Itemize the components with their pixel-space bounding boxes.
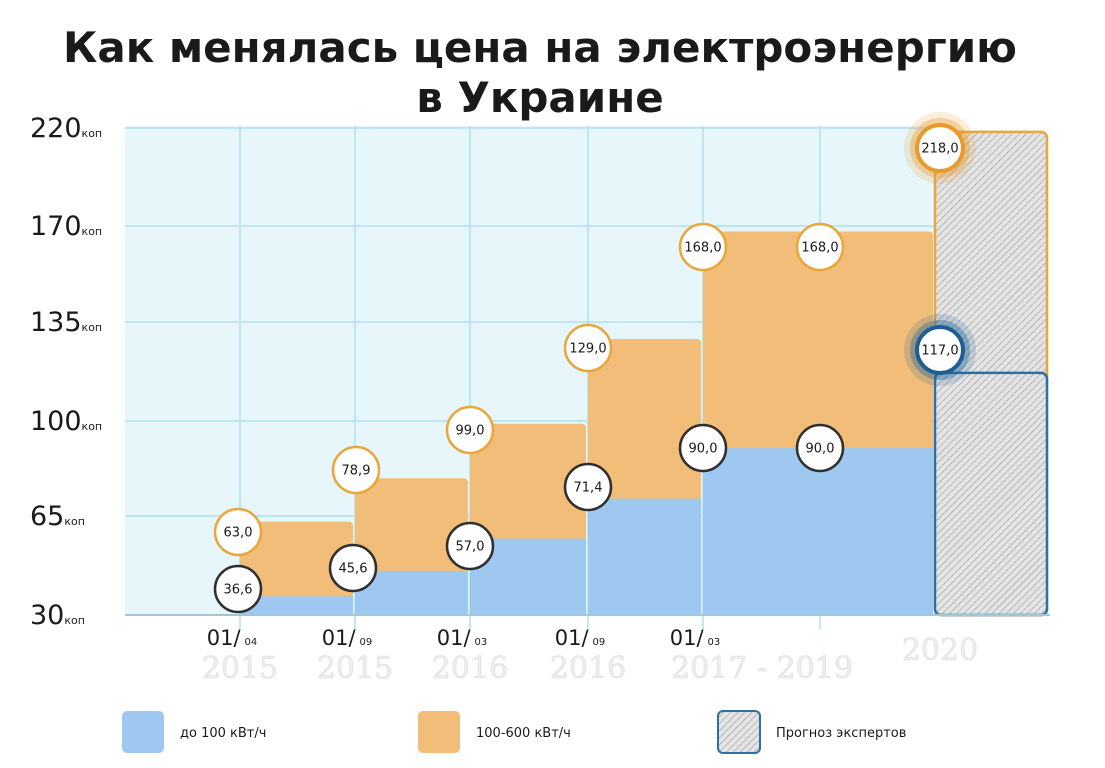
- legend: до 100 кВт/ч 100-600 кВт/ч Прогноз эксперт…: [122, 710, 906, 754]
- data-labels: 63,0 78,9 99,0 129,0 168,0 168,0 218,0 36,6 45,6…: [213, 112, 976, 614]
- data-label: 57,0: [445, 521, 495, 571]
- y-tick-label: 30коп: [30, 600, 85, 631]
- label-circle: [563, 462, 613, 512]
- label-circle: [678, 222, 728, 272]
- x-tick-date: 01/04: [207, 626, 258, 650]
- legend-swatch-forecast: [717, 710, 761, 754]
- label-circle: [678, 423, 728, 473]
- y-tick-label: 220коп: [30, 113, 102, 144]
- bar-high-tier: [240, 521, 353, 615]
- label-text: 218,0: [921, 142, 958, 157]
- x-tick-year: 2016: [550, 651, 626, 686]
- data-label: 129,0: [563, 323, 613, 373]
- label-circle: [445, 521, 495, 571]
- bar-low-tier: [240, 596, 353, 615]
- x-tick-year: 2015: [317, 651, 393, 686]
- x-tick-date: 01/03: [670, 626, 721, 650]
- x-tick-year: 2015: [202, 651, 278, 686]
- y-tick-label: 100коп: [30, 406, 102, 437]
- x-tick-year: 2020: [902, 633, 978, 668]
- x-tick-date: 01/09: [555, 626, 606, 650]
- label-circle: [328, 543, 378, 593]
- label-text: 117,0: [921, 344, 958, 359]
- label-circle: [213, 507, 263, 557]
- data-label: 168,0: [795, 222, 845, 272]
- label-circle: [445, 405, 495, 455]
- data-label: 45,6: [328, 543, 378, 593]
- label-circle: [563, 323, 613, 373]
- label-circle: [915, 325, 965, 375]
- label-text: 90,0: [689, 442, 718, 457]
- x-tick-date: 01/03: [437, 626, 488, 650]
- legend-swatch-low: [122, 711, 164, 753]
- data-label: 117,0: [904, 314, 976, 386]
- y-tick-label: 170коп: [30, 211, 102, 242]
- chart-title-line1: Как менялась цена на электроэнергию: [63, 23, 1017, 72]
- x-tick-date: 01/09: [322, 626, 373, 650]
- label-circle: [795, 222, 845, 272]
- legend-swatch-high: [418, 711, 460, 753]
- label-text: 45,6: [339, 562, 368, 577]
- legend-label-low: до 100 кВт/ч: [180, 726, 266, 741]
- data-label: 168,0: [678, 222, 728, 272]
- label-text: 168,0: [801, 241, 838, 256]
- data-label: 218,0: [904, 112, 976, 184]
- y-tick-label: 135коп: [30, 307, 102, 338]
- data-label: 63,0: [213, 507, 263, 557]
- legend-label-forecast: Прогноз экспертов: [776, 726, 906, 741]
- legend-label-high: 100-600 кВт/ч: [476, 726, 571, 741]
- label-circle: [795, 423, 845, 473]
- data-label: 90,0: [678, 423, 728, 473]
- label-text: 36,6: [224, 583, 253, 598]
- x-axis-ticks: 01/04201501/09201501/03201601/09201601/0…: [202, 626, 979, 686]
- x-tick-year: 2017 - 2019: [671, 651, 853, 686]
- label-circle: [213, 564, 263, 614]
- label-circle: [915, 123, 965, 173]
- label-text: 63,0: [224, 526, 253, 541]
- data-label: 71,4: [563, 462, 613, 512]
- bar-low-tier: [703, 448, 933, 615]
- y-axis-ticks: 30коп 65коп 100коп 135коп 170коп 220коп: [30, 113, 102, 631]
- label-text: 129,0: [569, 342, 606, 357]
- bar-forecast-low: [933, 371, 1049, 617]
- data-label: 78,9: [331, 445, 381, 495]
- label-text: 71,4: [574, 481, 603, 496]
- label-text: 57,0: [456, 540, 485, 555]
- data-label: 36,6: [213, 564, 263, 614]
- label-text: 78,9: [342, 464, 371, 479]
- label-circle: [331, 445, 381, 495]
- label-text: 90,0: [806, 442, 835, 457]
- data-label: 99,0: [445, 405, 495, 455]
- bar-low-tier: [588, 498, 701, 615]
- label-text: 99,0: [456, 424, 485, 439]
- label-text: 168,0: [684, 241, 721, 256]
- data-label: 90,0: [795, 423, 845, 473]
- chart-title-line2: в Украине: [416, 73, 663, 122]
- x-tick-year: 2016: [432, 651, 508, 686]
- y-tick-label: 65коп: [30, 501, 85, 532]
